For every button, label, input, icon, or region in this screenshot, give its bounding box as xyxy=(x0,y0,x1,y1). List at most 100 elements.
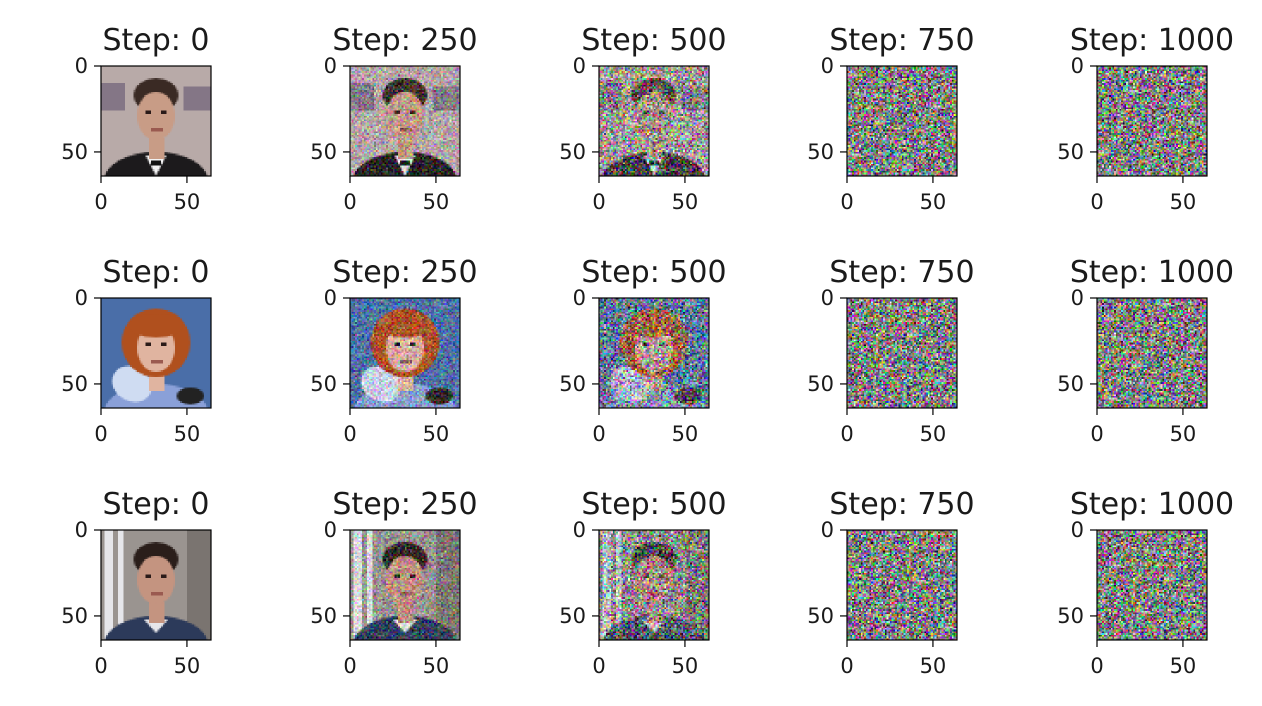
x-tick-label: 0 xyxy=(840,654,853,678)
axes-frame xyxy=(349,65,461,177)
panel-title: Step: 1000 xyxy=(1070,487,1234,522)
y-tick-label: 0 xyxy=(324,518,337,542)
x-tick-label: 0 xyxy=(343,190,356,214)
axes-frame xyxy=(349,297,461,409)
x-tick-label: 50 xyxy=(423,190,450,214)
x-tick-label: 50 xyxy=(423,654,450,678)
x-tick-label: 0 xyxy=(592,422,605,446)
x-tick-label: 0 xyxy=(840,422,853,446)
x-tick-label: 50 xyxy=(174,654,201,678)
diffusion-sample-image xyxy=(1097,530,1207,640)
axes-frame xyxy=(598,297,710,409)
diffusion-sample-image xyxy=(101,298,211,408)
diffusion-sample-image xyxy=(350,298,460,408)
axes-frame xyxy=(100,297,212,409)
x-tick-label: 0 xyxy=(94,190,107,214)
axes-frame xyxy=(1096,529,1208,641)
panel: Step: 0 0 50 0 50 xyxy=(61,255,212,446)
axes-frame xyxy=(846,297,958,409)
y-tick-label: 0 xyxy=(1071,518,1084,542)
panel-title: Step: 500 xyxy=(581,23,726,58)
x-tick-label: 0 xyxy=(1090,654,1103,678)
y-tick-label: 0 xyxy=(75,54,88,78)
diffusion-sample-image xyxy=(350,530,460,640)
x-tick-label: 50 xyxy=(1170,190,1197,214)
x-tick-label: 50 xyxy=(920,654,947,678)
diffusion-sample-image xyxy=(1097,298,1207,408)
x-tick-label: 0 xyxy=(343,654,356,678)
y-tick-label: 50 xyxy=(61,372,88,396)
x-tick-label: 0 xyxy=(592,654,605,678)
panel-title: Step: 0 xyxy=(102,487,209,522)
panel-title: Step: 250 xyxy=(332,487,477,522)
diffusion-sample-image xyxy=(101,66,211,176)
y-tick-label: 50 xyxy=(310,140,337,164)
x-tick-label: 50 xyxy=(1170,422,1197,446)
panel-title: Step: 1000 xyxy=(1070,23,1234,58)
y-tick-label: 0 xyxy=(573,286,586,310)
diffusion-sample-image xyxy=(599,298,709,408)
x-tick-label: 50 xyxy=(1170,654,1197,678)
diffusion-sample-image xyxy=(847,530,957,640)
y-tick-label: 50 xyxy=(559,604,586,628)
y-tick-label: 50 xyxy=(1057,604,1084,628)
y-tick-label: 50 xyxy=(1057,372,1084,396)
y-tick-label: 50 xyxy=(807,372,834,396)
y-tick-label: 50 xyxy=(61,140,88,164)
x-tick-label: 0 xyxy=(94,654,107,678)
y-tick-label: 50 xyxy=(559,372,586,396)
panel-title: Step: 0 xyxy=(102,23,209,58)
y-tick-label: 0 xyxy=(821,518,834,542)
y-tick-label: 0 xyxy=(821,286,834,310)
x-tick-label: 50 xyxy=(423,422,450,446)
axes-frame xyxy=(1096,65,1208,177)
diffusion-sample-image xyxy=(847,298,957,408)
diffusion-sample-image xyxy=(599,530,709,640)
y-tick-label: 0 xyxy=(324,286,337,310)
panel-title: Step: 0 xyxy=(102,255,209,290)
x-tick-label: 0 xyxy=(343,422,356,446)
panel-title: Step: 500 xyxy=(581,487,726,522)
x-tick-label: 50 xyxy=(174,190,201,214)
x-tick-label: 0 xyxy=(840,190,853,214)
panel-title: Step: 750 xyxy=(829,23,974,58)
y-tick-label: 50 xyxy=(1057,140,1084,164)
x-tick-label: 0 xyxy=(1090,190,1103,214)
x-tick-label: 50 xyxy=(672,654,699,678)
axes-frame xyxy=(846,65,958,177)
axes-frame xyxy=(100,529,212,641)
x-tick-label: 0 xyxy=(592,190,605,214)
panel: Step: 0 0 50 0 50 xyxy=(61,487,212,678)
y-tick-label: 0 xyxy=(324,54,337,78)
y-tick-label: 50 xyxy=(310,604,337,628)
y-tick-label: 0 xyxy=(75,286,88,310)
panel-title: Step: 750 xyxy=(829,487,974,522)
y-tick-label: 50 xyxy=(807,604,834,628)
y-tick-label: 0 xyxy=(573,518,586,542)
y-tick-label: 50 xyxy=(61,604,88,628)
y-tick-label: 0 xyxy=(821,54,834,78)
diffusion-sample-image xyxy=(599,66,709,176)
panel-title: Step: 500 xyxy=(581,255,726,290)
panel-title: Step: 250 xyxy=(332,23,477,58)
axes-frame xyxy=(598,529,710,641)
axes-frame xyxy=(100,65,212,177)
panel: Step: 0 0 50 0 50 xyxy=(61,23,212,214)
y-tick-label: 50 xyxy=(559,140,586,164)
panel-title: Step: 1000 xyxy=(1070,255,1234,290)
panel-title: Step: 750 xyxy=(829,255,974,290)
axes-frame xyxy=(598,65,710,177)
x-tick-label: 50 xyxy=(920,190,947,214)
y-tick-label: 0 xyxy=(573,54,586,78)
diffusion-sample-image xyxy=(101,530,211,640)
